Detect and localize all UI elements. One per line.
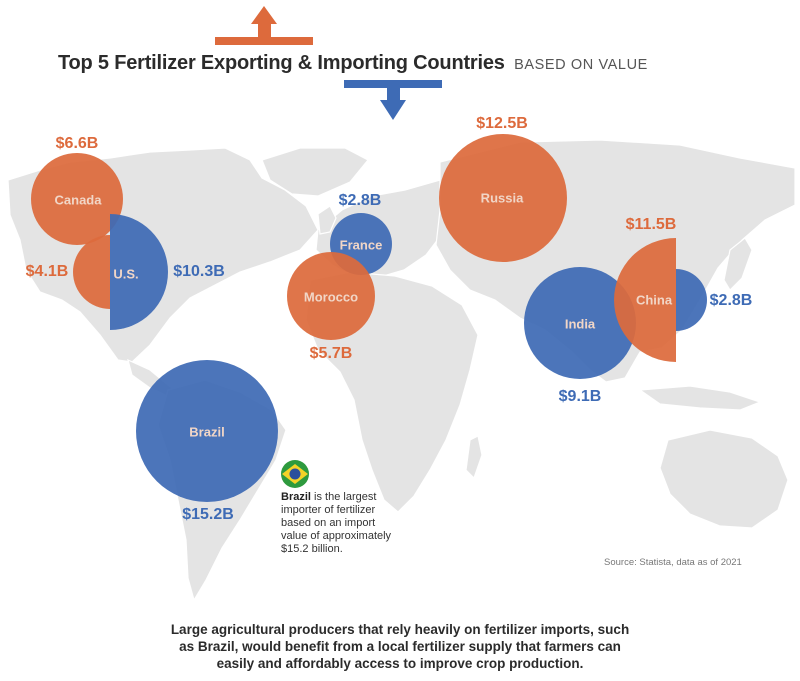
caption-line1: Large agricultural producers that rely h… (170, 622, 630, 637)
russia-export-circle (439, 134, 567, 262)
value-label-us-import: $10.3B (173, 263, 225, 280)
title-main: Top 5 Fertilizer Exporting & Importing C… (58, 52, 505, 74)
country-label-canada: Canada (54, 192, 102, 208)
greenland-land (261, 147, 369, 197)
morocco-export-circle (287, 252, 375, 340)
value-label-china-import: $2.8B (709, 292, 753, 309)
us-import-half (110, 214, 168, 330)
country-label-russia: Russia (480, 190, 524, 206)
value-label-russia-export: $12.5B (476, 115, 528, 132)
source-text: Source: Statista, data as of 2021 (604, 557, 742, 568)
country-label-us: U.S. (113, 266, 139, 282)
caption-line2: as Brazil, would benefit from a local fe… (179, 639, 621, 654)
australia-land (659, 429, 789, 529)
value-label-china-export: $11.5B (625, 216, 677, 233)
country-label-brazil: Brazil (189, 424, 225, 440)
value-label-india-import: $9.1B (558, 388, 602, 405)
caption-line3: easily and affordably access to improve … (216, 656, 584, 671)
china-import-half (676, 269, 707, 331)
china-export-half (614, 238, 676, 362)
value-label-us-export: $4.1B (25, 263, 69, 280)
brazil-note: Brazil is the largest importer of fertil… (281, 491, 411, 556)
caption: Large agricultural producers that rely h… (0, 621, 800, 672)
chart-title: Top 5 Fertilizer Exporting & Importing C… (58, 52, 648, 75)
japan-land (723, 237, 753, 291)
value-label-canada-export: $6.6B (55, 135, 99, 152)
note-line1: is the largest (314, 491, 377, 503)
value-label-france-import: $2.8B (338, 192, 382, 209)
indonesia-land (638, 385, 762, 411)
brazil-flag-icon (281, 460, 309, 488)
arrow-down-icon (344, 80, 442, 120)
note-line5: $15.2 billion. (281, 543, 343, 555)
note-line4: value of approximately (281, 530, 392, 542)
brazil-import-circle (136, 360, 278, 502)
arrow-up-icon (215, 6, 313, 45)
country-label-france: France (339, 237, 383, 253)
india-import-circle (524, 267, 636, 379)
country-label-morocco: Morocco (303, 289, 359, 305)
title-sub: BASED ON VALUE (514, 57, 648, 73)
note-bold: Brazil (281, 491, 311, 503)
note-line2: importer of fertilizer (281, 504, 376, 516)
value-label-brazil-import: $15.2B (182, 506, 234, 523)
country-label-india: India (564, 316, 596, 332)
value-label-morocco-export: $5.7B (309, 345, 353, 362)
canada-export-circle (31, 153, 123, 245)
uk-land (317, 205, 337, 235)
note-line3: based on an import (281, 517, 376, 529)
us-export-half (73, 235, 110, 309)
country-label-china: China (635, 292, 673, 308)
madagascar-land (465, 435, 483, 480)
